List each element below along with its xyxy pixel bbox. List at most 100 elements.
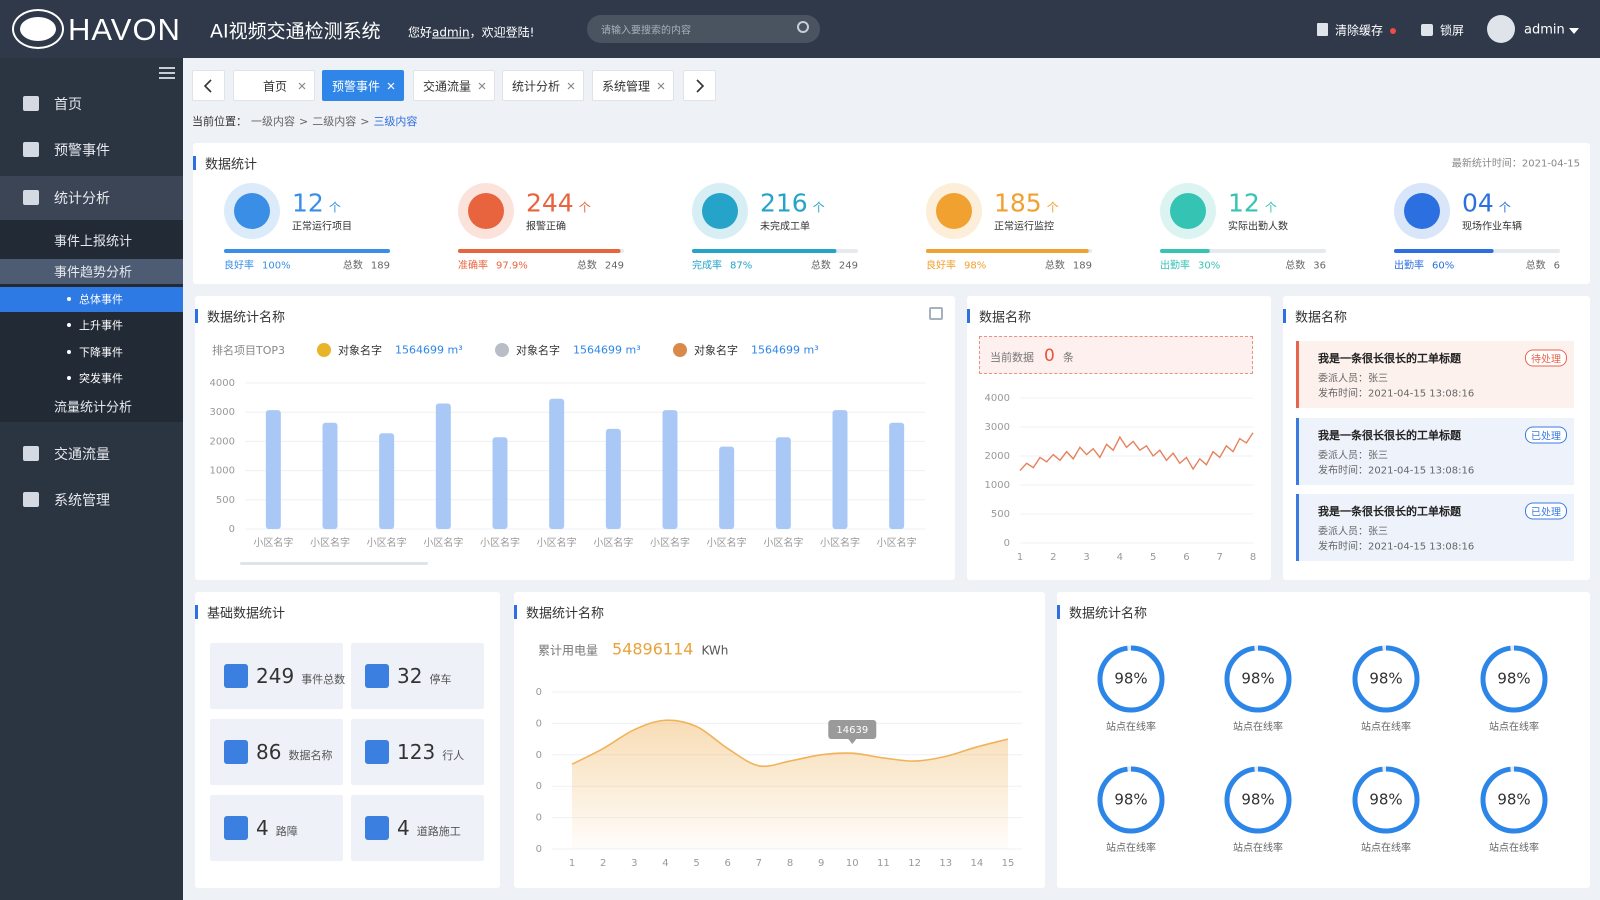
tile-label: 数据名称 bbox=[288, 749, 333, 762]
assignee-label: 委派人员： bbox=[1318, 526, 1368, 538]
user-caret bbox=[1569, 28, 1579, 34]
stat-value: 04 个 bbox=[1462, 189, 1511, 218]
submenu-leaf[interactable]: 总体事件 bbox=[79, 293, 123, 306]
logo-text: HAVON bbox=[68, 12, 181, 47]
submenu-leaf[interactable]: 下降事件 bbox=[79, 345, 123, 359]
lock-icon[interactable] bbox=[1421, 24, 1433, 36]
total-label: 总数 bbox=[1285, 260, 1306, 272]
search-icon bbox=[797, 21, 809, 33]
panel-title: 数据统计 bbox=[205, 157, 258, 173]
assignee-label: 委派人员： bbox=[1318, 373, 1368, 385]
panel-title: 数据统计名称 bbox=[526, 606, 605, 622]
clear-cache[interactable]: 清除缓存 bbox=[1335, 23, 1384, 38]
total-value: 249 bbox=[604, 260, 624, 272]
tile-number: 4 bbox=[397, 816, 410, 840]
search-box[interactable] bbox=[587, 15, 820, 43]
menu-item[interactable]: 统计分析 bbox=[54, 191, 110, 207]
tab-next[interactable] bbox=[683, 70, 716, 101]
time-label: 发布时间： bbox=[1318, 388, 1368, 400]
tab-label[interactable]: 系统管理 bbox=[601, 79, 651, 94]
top3-value: 1564699 m³ bbox=[751, 343, 819, 357]
avatar[interactable] bbox=[1487, 15, 1515, 43]
tile-number: 86 bbox=[256, 740, 282, 764]
total-label: 总数 bbox=[576, 260, 597, 272]
top3-name: 对象名字 bbox=[694, 344, 738, 357]
panel-title: 数据统计名称 bbox=[207, 310, 286, 326]
username[interactable]: admin bbox=[1524, 22, 1565, 38]
rate-label: 出勤率 bbox=[1394, 260, 1424, 272]
collapse-icon[interactable] bbox=[159, 67, 175, 69]
greeting: 您好admin，欢迎登陆! bbox=[408, 24, 534, 41]
total-value: 249 bbox=[838, 260, 858, 272]
panel-title-bar bbox=[195, 309, 198, 323]
order-assignee: 委派人员：张三 bbox=[1318, 370, 1388, 385]
tab-label[interactable]: 预警事件 bbox=[331, 79, 381, 94]
panel-title: 数据统计名称 bbox=[1069, 606, 1148, 622]
usage-label: 累计用电量 bbox=[538, 643, 599, 658]
time-label: 发布时间： bbox=[1318, 465, 1368, 476]
rate-value: 60% bbox=[1432, 260, 1455, 272]
top3-label: 排名项目TOP3 bbox=[212, 344, 286, 357]
tile-number: 123 bbox=[397, 740, 436, 764]
panel bbox=[514, 592, 1045, 888]
total: 总数 249 bbox=[577, 257, 624, 272]
tile-value: 86 数据名称 bbox=[256, 740, 332, 764]
breadcrumb-label: 当前位置： bbox=[192, 115, 247, 128]
stat-unit: 个 bbox=[1046, 200, 1059, 215]
menu-item[interactable]: 系统管理 bbox=[54, 493, 110, 509]
tab-label[interactable]: 交通流量 bbox=[422, 79, 472, 94]
calendar-icon[interactable] bbox=[929, 307, 943, 320]
menu-item[interactable]: 交通流量 bbox=[54, 447, 110, 463]
stat-number: 04 bbox=[1462, 188, 1494, 218]
rate: 出勤率 30% bbox=[1160, 257, 1220, 272]
stat-unit: 个 bbox=[812, 200, 825, 215]
time: 2021-04-15 13:08:16 bbox=[1368, 388, 1475, 400]
top3-name: 对象名字 bbox=[516, 344, 560, 357]
panel bbox=[195, 296, 955, 580]
total-value: 6 bbox=[1553, 260, 1560, 272]
usage-unit: KWh bbox=[701, 643, 729, 658]
tile-value: 123 行人 bbox=[397, 740, 464, 764]
top3-value: 1564699 m³ bbox=[573, 343, 641, 357]
stat-value: 244 个 bbox=[526, 189, 591, 218]
total-label: 总数 bbox=[1525, 260, 1546, 272]
rate: 良好率 100% bbox=[224, 257, 291, 272]
submenu-leaf[interactable]: 突发事件 bbox=[79, 371, 123, 385]
menu-item[interactable]: 首页 bbox=[54, 97, 82, 113]
total-label: 总数 bbox=[810, 260, 831, 272]
tile-icon bbox=[224, 740, 248, 764]
stat-number: 12 bbox=[292, 188, 324, 218]
total: 总数 189 bbox=[343, 257, 390, 272]
rate: 准确率 97.9% bbox=[458, 257, 528, 272]
rate-value: 97.9% bbox=[496, 260, 528, 272]
tile-icon bbox=[365, 816, 389, 840]
stat-unit: 个 bbox=[1264, 200, 1277, 215]
submenu-item[interactable]: 事件趋势分析 bbox=[54, 265, 133, 281]
rate-label: 良好率 bbox=[224, 260, 254, 272]
rate-value: 30% bbox=[1198, 260, 1221, 272]
tab-label[interactable]: 统计分析 bbox=[511, 79, 561, 94]
tile-value: 4 道路施工 bbox=[397, 816, 461, 840]
bullet bbox=[67, 375, 71, 380]
user-link: admin bbox=[432, 25, 470, 40]
submenu-item[interactable]: 事件上报统计 bbox=[54, 234, 133, 250]
time: 2021-04-15 13:08:16 bbox=[1368, 465, 1475, 476]
tile-value: 4 路障 bbox=[256, 816, 298, 840]
current-value: 0 bbox=[1044, 346, 1055, 366]
breadcrumb-item: 一级内容 bbox=[251, 115, 295, 128]
panel-title-bar bbox=[967, 309, 970, 323]
lock-screen[interactable]: 锁屏 bbox=[1440, 23, 1465, 38]
tab-label[interactable]: 首页 bbox=[262, 79, 288, 94]
order-status: 已处理 bbox=[1525, 502, 1567, 520]
trash-icon[interactable] bbox=[1317, 23, 1328, 36]
tile-value: 32 停车 bbox=[397, 664, 451, 688]
submenu-leaf[interactable]: 上升事件 bbox=[79, 319, 123, 333]
panel-title-bar bbox=[514, 605, 517, 619]
tab-prev[interactable] bbox=[192, 70, 225, 101]
menu-item[interactable]: 预警事件 bbox=[54, 143, 110, 159]
order-status: 已处理 bbox=[1525, 426, 1567, 443]
submenu-item[interactable]: 流量统计分析 bbox=[54, 400, 133, 416]
top3-value: 1564699 m³ bbox=[395, 343, 463, 357]
panel-title-bar bbox=[193, 156, 196, 170]
